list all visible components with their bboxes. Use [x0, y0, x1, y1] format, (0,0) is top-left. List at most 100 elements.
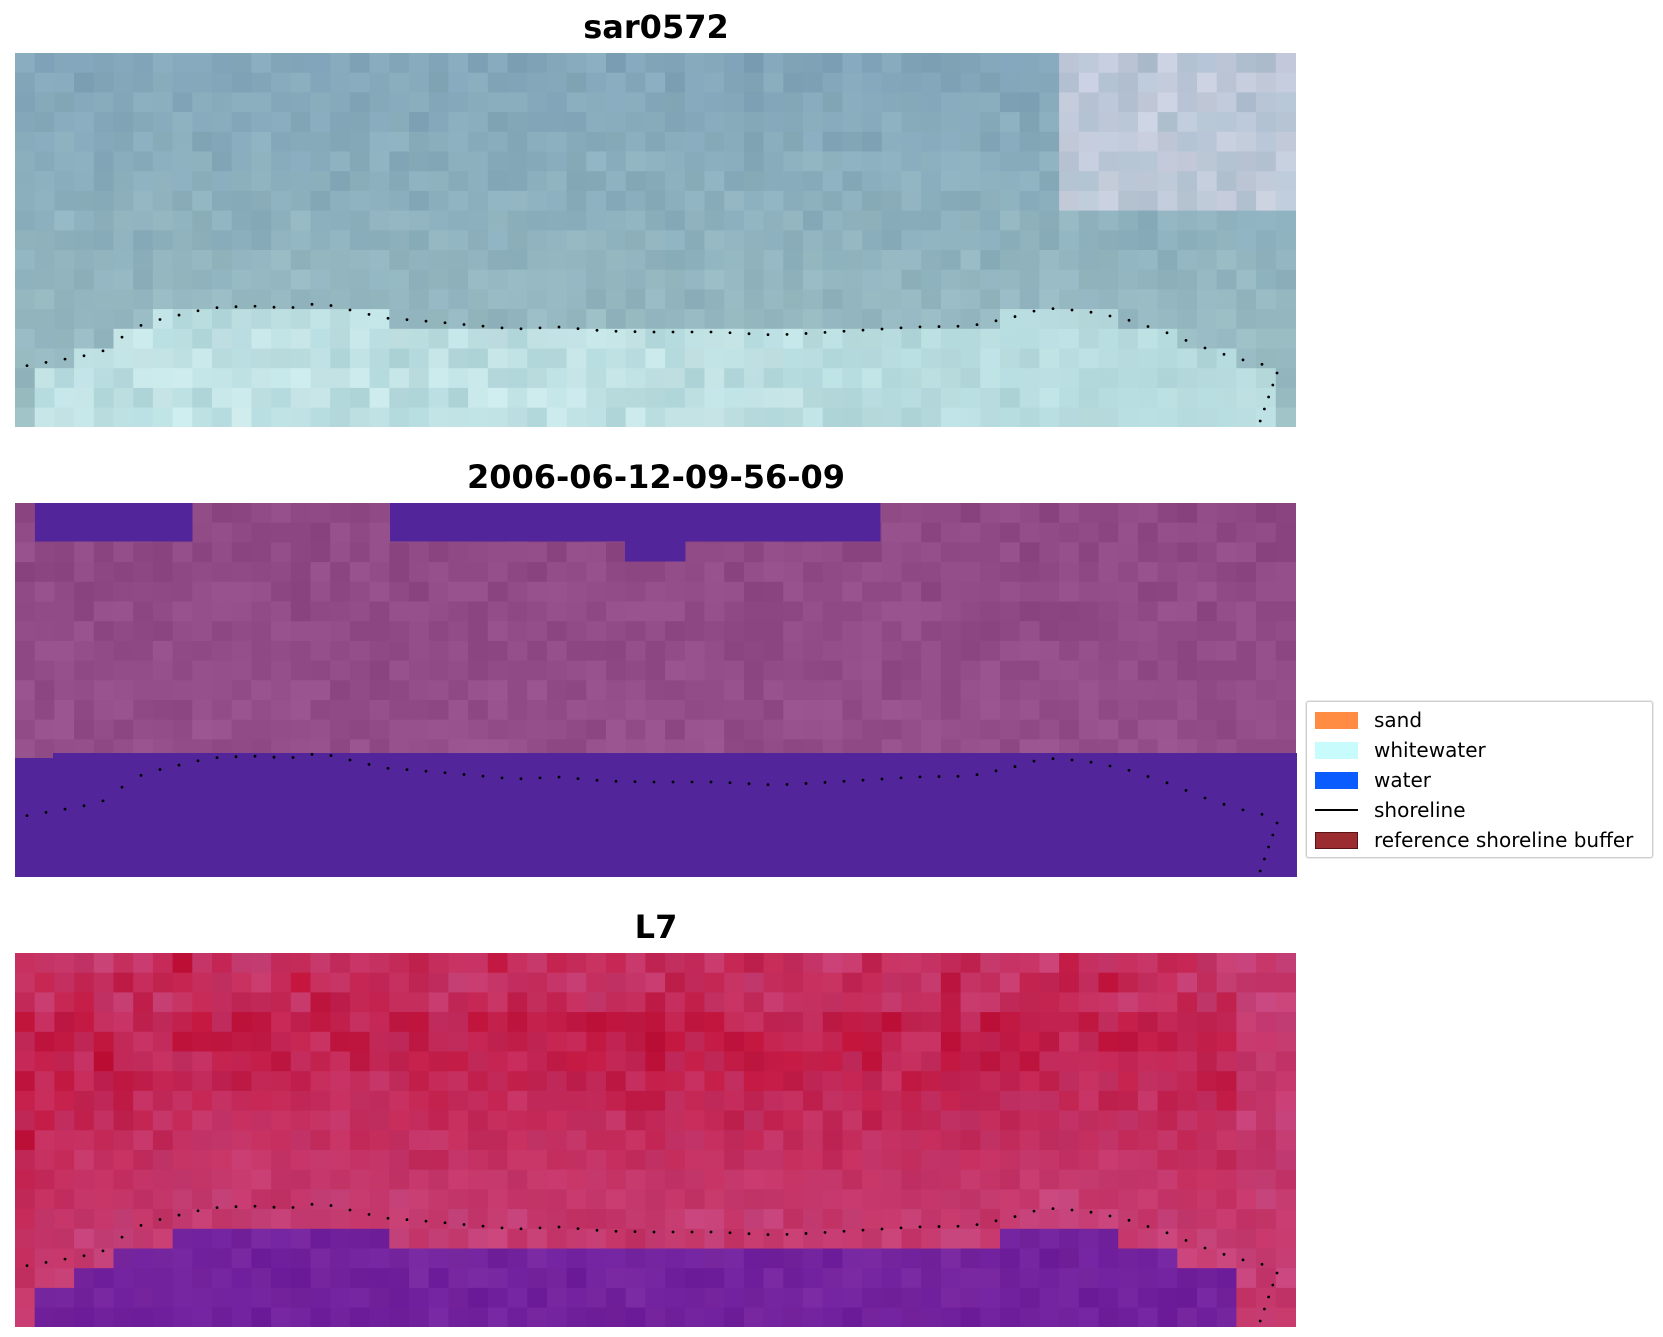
- pixel: [93, 1248, 114, 1269]
- pixel: [1137, 1307, 1159, 1327]
- pixel: [1256, 1287, 1277, 1309]
- pixel: [940, 621, 962, 642]
- pixel: [1137, 289, 1159, 310]
- pixel: [34, 53, 55, 74]
- pixel: [1236, 210, 1257, 231]
- pixel: [34, 1150, 55, 1171]
- pixel: [743, 210, 765, 231]
- pixel: [1019, 1031, 1040, 1052]
- pixel: [822, 289, 843, 310]
- pixel: [881, 53, 902, 74]
- pixel: [940, 72, 962, 93]
- pixel: [1019, 210, 1040, 231]
- pixel: [862, 131, 883, 152]
- pixel: [1078, 992, 1099, 1013]
- pixel: [487, 289, 508, 310]
- pixel: [349, 348, 371, 369]
- pixel: [54, 1090, 75, 1112]
- pixel: [349, 503, 371, 524]
- pixel: [980, 210, 1001, 231]
- pixel: [527, 1189, 548, 1210]
- pixel: [369, 1307, 390, 1327]
- pixel: [881, 230, 902, 251]
- pixel: [940, 1189, 962, 1210]
- pixel: [1157, 348, 1178, 369]
- pixel: [468, 1169, 489, 1190]
- pixel: [74, 230, 95, 251]
- pixel: [310, 328, 331, 349]
- shoreline-point: [956, 1224, 960, 1228]
- pixel: [231, 1090, 252, 1112]
- pixel: [980, 1051, 1001, 1072]
- pixel: [724, 309, 745, 330]
- pixel: [1256, 562, 1277, 583]
- shoreline-point: [1203, 346, 1207, 350]
- shoreline-point: [253, 304, 257, 308]
- pixel: [763, 621, 784, 642]
- pixel: [1197, 72, 1218, 93]
- pixel: [330, 562, 351, 583]
- shoreline-point: [310, 752, 314, 756]
- pixel: [743, 190, 765, 212]
- buffer-swatch: [1315, 831, 1358, 849]
- pixel: [1059, 542, 1080, 563]
- pixel: [389, 1090, 410, 1112]
- pixel: [901, 601, 922, 622]
- pixel: [645, 250, 666, 271]
- pixel: [921, 1287, 942, 1309]
- pixel: [763, 230, 784, 251]
- pixel: [34, 621, 55, 642]
- pixel: [448, 190, 469, 212]
- pixel: [74, 190, 95, 212]
- pixel: [1019, 309, 1040, 330]
- pixel: [1157, 1071, 1178, 1092]
- pixel: [606, 719, 627, 740]
- pixel: [704, 700, 725, 721]
- pixel: [192, 1012, 213, 1033]
- pixel: [940, 230, 962, 251]
- pixel: [1216, 328, 1237, 349]
- pixel: [487, 1110, 508, 1131]
- pixel: [231, 972, 252, 993]
- pixel: [546, 1189, 568, 1210]
- pixel: [15, 53, 36, 74]
- pixel: [290, 348, 311, 369]
- pixel: [566, 1287, 587, 1309]
- pixel: [310, 289, 331, 310]
- pixel: [1157, 131, 1178, 152]
- pixel: [586, 1150, 607, 1171]
- pixel: [1078, 1228, 1099, 1249]
- pixel: [448, 72, 469, 93]
- pixel: [645, 348, 666, 369]
- pixel: [901, 1209, 922, 1230]
- pixel: [487, 542, 508, 563]
- pixel: [172, 368, 193, 389]
- pixel: [546, 72, 568, 93]
- pixel: [1197, 522, 1218, 543]
- pixel: [842, 190, 863, 212]
- pixel: [1039, 1090, 1060, 1112]
- pixel: [803, 131, 824, 152]
- pixel: [1216, 1150, 1237, 1171]
- pixel: [389, 1228, 410, 1249]
- pixel: [172, 1189, 193, 1210]
- pixel: [1039, 1268, 1060, 1289]
- pixel: [74, 348, 95, 369]
- pixel: [527, 660, 548, 681]
- pixel: [862, 719, 883, 740]
- pixel: [842, 92, 863, 113]
- pixel: [468, 112, 489, 133]
- pixel: [15, 171, 36, 192]
- pixel: [448, 210, 469, 231]
- pixel: [1197, 562, 1218, 583]
- pixel: [960, 1031, 981, 1052]
- pixel: [724, 972, 745, 993]
- pixel: [566, 1051, 587, 1072]
- pixel: [152, 972, 174, 993]
- pixel: [330, 151, 351, 172]
- pixel: [921, 112, 942, 133]
- pixel: [901, 190, 922, 212]
- pixel: [625, 1051, 646, 1072]
- pixel: [1256, 680, 1277, 701]
- shoreline-point: [386, 1216, 390, 1220]
